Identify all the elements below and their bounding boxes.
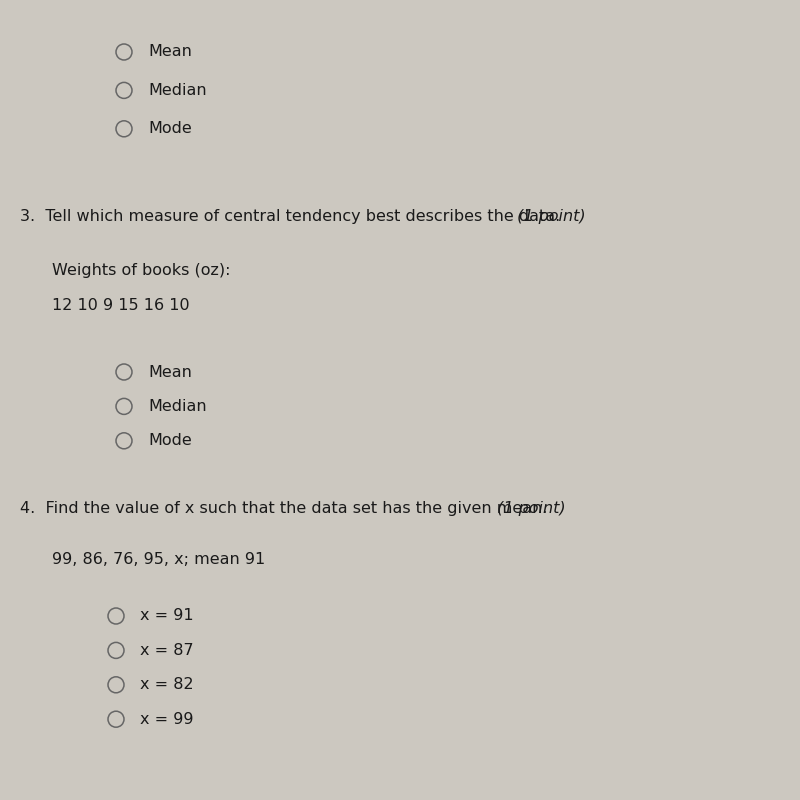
Text: Mode: Mode bbox=[148, 434, 192, 448]
Text: 4.  Find the value of x such that the data set has the given mean.: 4. Find the value of x such that the dat… bbox=[20, 501, 547, 515]
Text: 99, 86, 76, 95, x; mean 91: 99, 86, 76, 95, x; mean 91 bbox=[52, 553, 266, 567]
Text: x = 99: x = 99 bbox=[140, 712, 194, 726]
Text: Weights of books (oz):: Weights of books (oz): bbox=[52, 263, 230, 278]
Text: (1 point): (1 point) bbox=[512, 209, 586, 223]
Text: 3.  Tell which measure of central tendency best describes the data.: 3. Tell which measure of central tendenc… bbox=[20, 209, 560, 223]
Text: x = 82: x = 82 bbox=[140, 678, 194, 692]
Text: Mean: Mean bbox=[148, 365, 192, 379]
Text: Mode: Mode bbox=[148, 122, 192, 136]
Text: Mean: Mean bbox=[148, 45, 192, 59]
Text: 12 10 9 15 16 10: 12 10 9 15 16 10 bbox=[52, 298, 190, 313]
Text: x = 87: x = 87 bbox=[140, 643, 194, 658]
Text: x = 91: x = 91 bbox=[140, 609, 194, 623]
Text: Median: Median bbox=[148, 399, 206, 414]
Text: (1 point): (1 point) bbox=[492, 501, 566, 515]
Text: Median: Median bbox=[148, 83, 206, 98]
